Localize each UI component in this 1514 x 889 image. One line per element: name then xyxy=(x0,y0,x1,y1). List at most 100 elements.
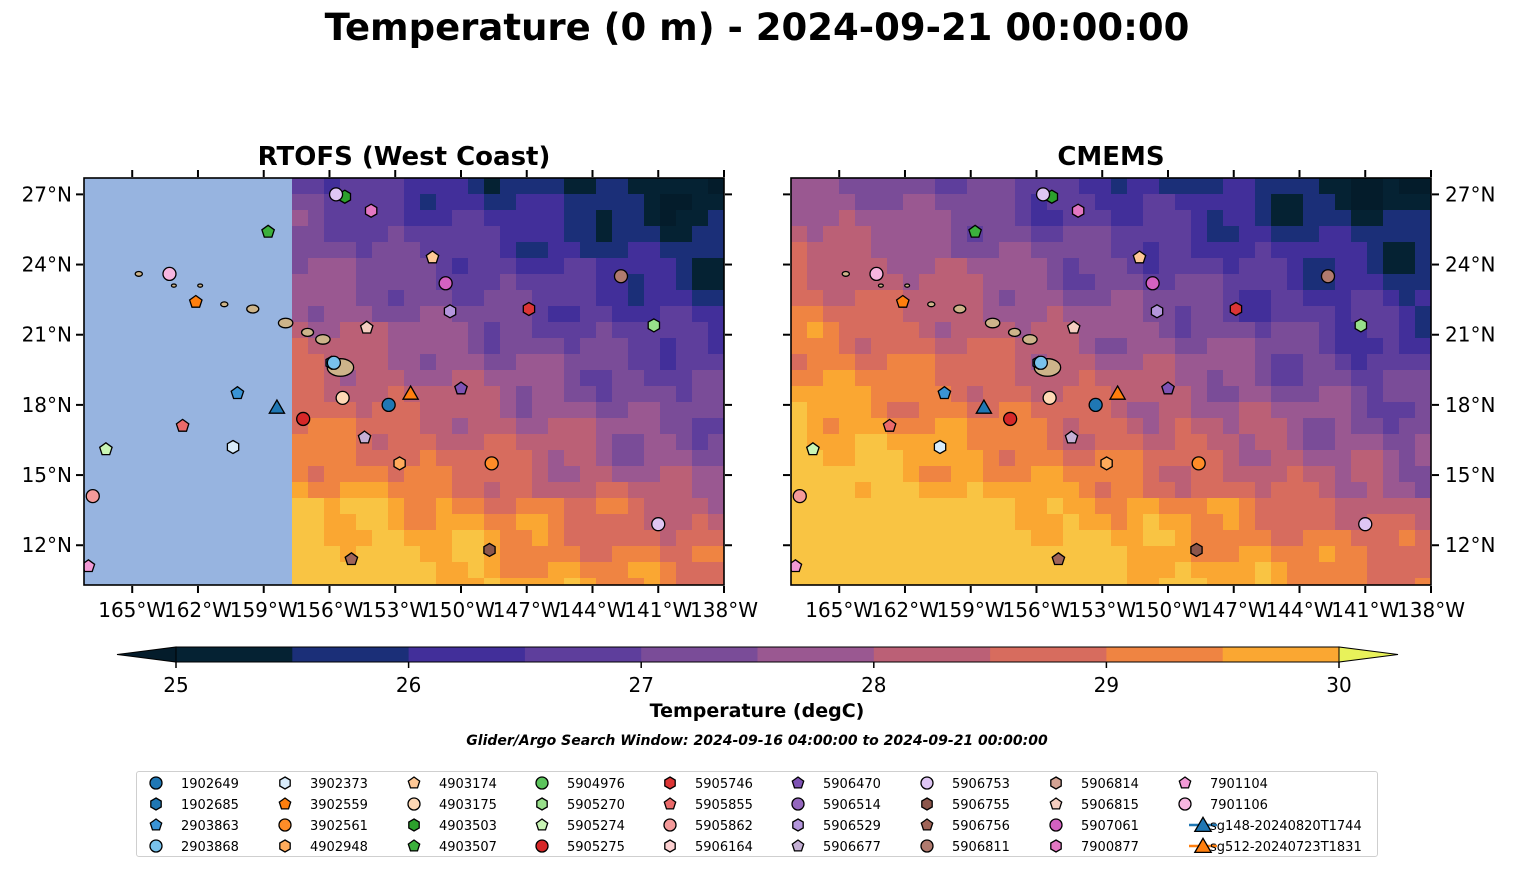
field-cell xyxy=(388,482,405,499)
field-cell xyxy=(1047,530,1064,547)
field-cell xyxy=(1335,578,1352,585)
field-cell xyxy=(1095,226,1112,243)
field-cell xyxy=(340,578,357,585)
field-cell xyxy=(1207,402,1224,419)
field-cell xyxy=(404,514,421,531)
field-cell xyxy=(484,274,501,291)
field-cell xyxy=(839,258,856,275)
field-cell xyxy=(1143,354,1160,371)
field-cell xyxy=(516,578,533,585)
island xyxy=(300,327,315,338)
field-cell xyxy=(196,242,213,259)
field-cell xyxy=(1239,178,1256,195)
field-cell xyxy=(807,290,824,307)
field-cell xyxy=(356,290,373,307)
field-cell xyxy=(324,482,341,499)
field-cell xyxy=(612,386,629,403)
field-cell xyxy=(100,354,117,371)
field-cell xyxy=(1031,226,1048,243)
field-cell xyxy=(919,306,936,323)
field-cell xyxy=(807,386,824,403)
field-cell xyxy=(951,354,968,371)
field-cell xyxy=(628,562,645,579)
field-cell xyxy=(132,386,149,403)
field-cell xyxy=(1399,274,1416,291)
field-cell xyxy=(1111,370,1128,387)
field-cell xyxy=(1207,530,1224,547)
field-cell xyxy=(1223,210,1240,227)
legend-marker-4903175 xyxy=(407,797,421,811)
field-cell xyxy=(919,194,936,211)
field-cell xyxy=(871,210,888,227)
legend-label-5906514: 5906514 xyxy=(823,798,881,813)
field-cell xyxy=(292,434,309,451)
field-cell xyxy=(1319,434,1336,451)
field-cell xyxy=(903,562,920,579)
field-cell xyxy=(871,242,888,259)
marker-3902559 xyxy=(188,294,203,308)
legend-marker-5906529 xyxy=(792,818,804,832)
field-cell xyxy=(132,258,149,275)
field-cell xyxy=(1223,322,1240,339)
field-cell xyxy=(116,354,133,371)
field-cell xyxy=(164,482,181,499)
field-cell xyxy=(500,578,517,585)
field-cell xyxy=(148,530,165,547)
legend-marker-5905275 xyxy=(535,839,549,853)
field-cell xyxy=(260,274,277,291)
field-cell xyxy=(1063,546,1080,563)
field-cell xyxy=(612,434,629,451)
field-cell xyxy=(1127,578,1144,585)
x-tick-label: 138°W xyxy=(1397,598,1465,622)
field-cell xyxy=(1079,498,1096,515)
field-cell xyxy=(692,434,709,451)
field-cell xyxy=(1079,578,1096,585)
marker-5906470 xyxy=(1161,381,1175,395)
field-cell xyxy=(1143,450,1160,467)
marker-5905274 xyxy=(805,441,820,456)
field-cell xyxy=(1399,578,1416,585)
marker-5905862 xyxy=(85,488,100,504)
field-cell xyxy=(148,290,165,307)
field-cell xyxy=(452,274,469,291)
field-cell xyxy=(1255,210,1272,227)
field-cell xyxy=(132,418,149,435)
field-cell xyxy=(564,466,581,483)
field-cell xyxy=(436,290,453,307)
field-cell xyxy=(823,530,840,547)
field-cell xyxy=(628,530,645,547)
legend-marker-5906753 xyxy=(920,776,934,790)
field-cell xyxy=(564,194,581,211)
field-cell xyxy=(791,306,808,323)
field-cell xyxy=(1239,306,1256,323)
field-cell xyxy=(116,434,133,451)
legend-label-7901104: 7901104 xyxy=(1210,777,1268,792)
field-cell xyxy=(548,498,565,515)
field-cell xyxy=(1271,482,1288,499)
field-cell xyxy=(967,386,984,403)
field-cell xyxy=(308,242,325,259)
field-cell xyxy=(564,226,581,243)
field-cell xyxy=(1383,354,1400,371)
field-cell xyxy=(1415,434,1431,451)
field-cell xyxy=(1159,482,1176,499)
field-cell xyxy=(1303,290,1320,307)
field-cell xyxy=(708,322,724,339)
field-cell xyxy=(1127,226,1144,243)
field-cell xyxy=(1255,562,1272,579)
x-tick-label: 156°W xyxy=(1003,598,1071,622)
field-cell xyxy=(919,322,936,339)
field-cell xyxy=(308,482,325,499)
field-cell xyxy=(324,562,341,579)
field-cell xyxy=(260,386,277,403)
field-cell xyxy=(356,370,373,387)
field-cell xyxy=(935,178,952,195)
field-cell xyxy=(1287,274,1304,291)
field-cell xyxy=(564,322,581,339)
field-cell xyxy=(484,178,501,195)
field-cell xyxy=(1271,210,1288,227)
field-cell xyxy=(871,194,888,211)
legend-label-1902685: 1902685 xyxy=(181,798,239,813)
field-cell xyxy=(676,386,693,403)
field-cell xyxy=(1079,514,1096,531)
